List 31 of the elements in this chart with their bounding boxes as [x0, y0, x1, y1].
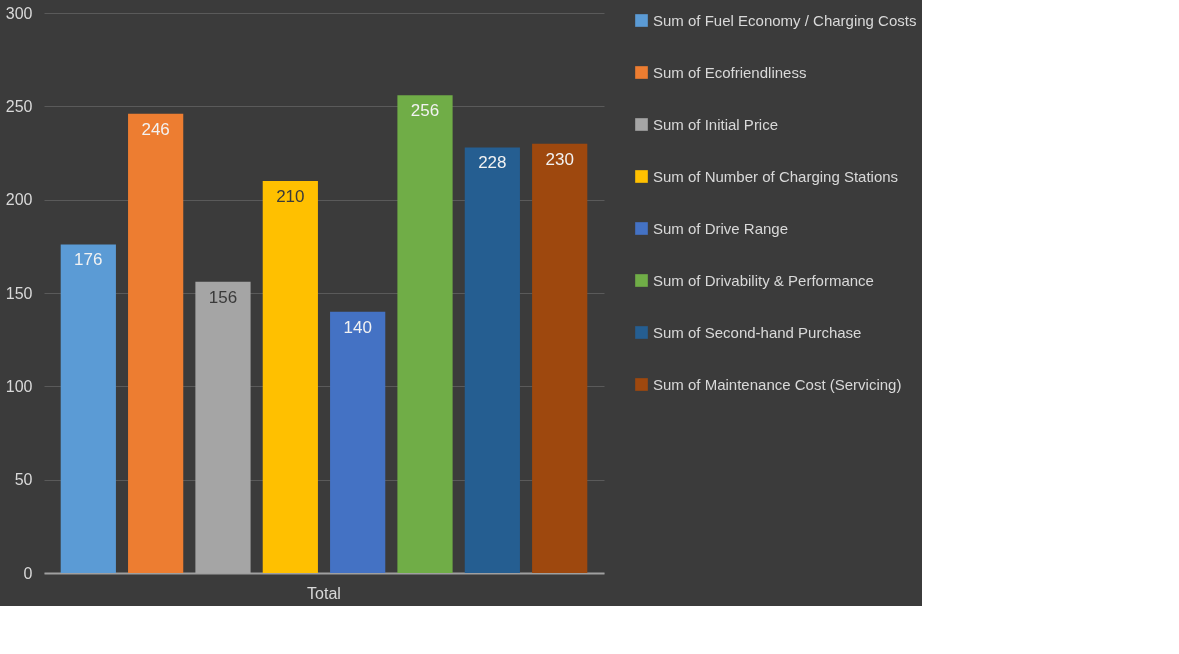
y-tick-label: 300 [5, 4, 33, 22]
bar [532, 143, 588, 573]
legend-label: Sum of Number of Charging Stations [653, 167, 899, 185]
bar [262, 181, 318, 573]
data-label: 228 [478, 153, 507, 173]
data-label: 156 [208, 287, 238, 307]
data-label: 140 [343, 317, 372, 337]
data-label: 246 [141, 119, 170, 139]
bar [330, 311, 386, 573]
y-tick-label: 150 [5, 284, 33, 302]
data-label: 230 [545, 149, 574, 169]
data-label: 210 [276, 187, 305, 206]
x-tick-label: Total [307, 584, 341, 602]
data-label: 176 [74, 250, 103, 270]
legend-label: Sum of Ecofriendliness [653, 63, 807, 81]
legend-label: Sum of Second-hand Purchase [653, 323, 862, 341]
bar [60, 244, 116, 573]
bar [397, 95, 453, 573]
legend-label: Sum of Drive Range [653, 219, 789, 237]
legend-label: Sum of Maintenance Cost (Servicing) [653, 375, 902, 393]
y-tick-label: 100 [5, 377, 33, 395]
legend-label: Sum of Drivability & Performance [653, 271, 874, 289]
data-label: 256 [410, 101, 440, 121]
bar [128, 113, 184, 573]
legend-label: Sum of Initial Price [653, 115, 779, 133]
y-tick-label: 250 [5, 97, 33, 115]
legend-label: Sum of Fuel Economy / Charging Costs [653, 11, 917, 29]
y-tick-label: 50 [14, 471, 33, 489]
bar [464, 147, 520, 573]
y-tick-label: 0 [23, 564, 33, 582]
y-tick-label: 200 [5, 191, 33, 209]
